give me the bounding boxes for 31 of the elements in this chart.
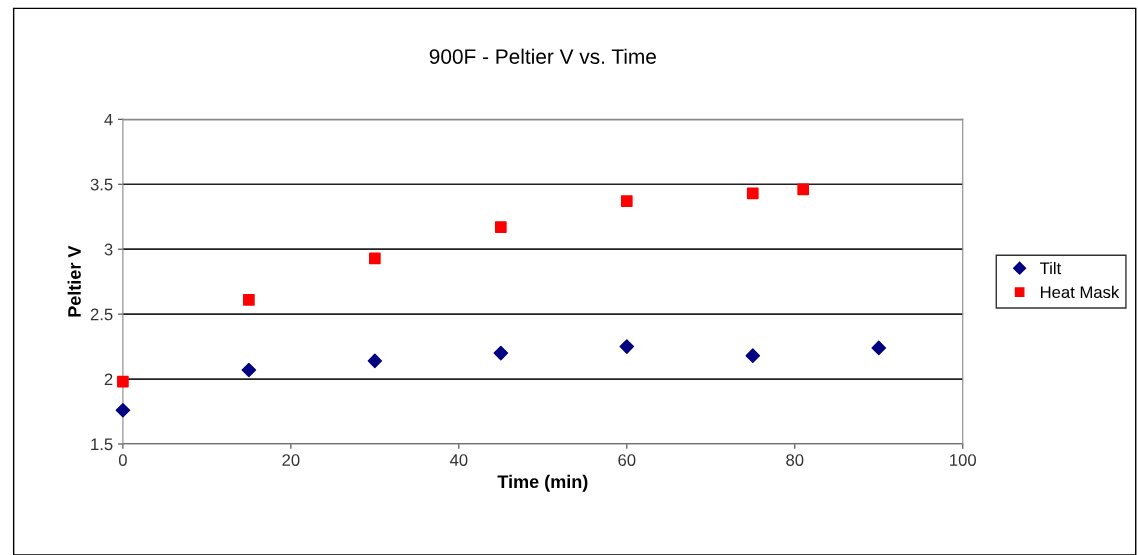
point [620, 195, 633, 207]
y-tick-label: 3 [104, 243, 113, 256]
legend-label: Tilt [1039, 261, 1062, 275]
y-tick-label: 2.5 [90, 308, 113, 321]
point [243, 293, 255, 306]
chart-title: 900F - Peltier V vs. Time [429, 48, 656, 64]
y-tick-label: 4 [104, 113, 113, 126]
point [369, 252, 381, 265]
x-tick-label: 80 [786, 454, 804, 466]
point [115, 402, 131, 418]
point [367, 353, 383, 369]
y-tick-label: 3.5 [90, 178, 113, 191]
x-tick-label: 0 [118, 454, 127, 466]
point [797, 183, 810, 196]
y-axis-title: Peltier V [67, 245, 81, 317]
y-tick-label: 2 [104, 373, 113, 386]
x-tick-label: 100 [950, 454, 976, 466]
point [241, 362, 257, 378]
point [871, 340, 887, 356]
point [494, 221, 507, 233]
x-tick-label: 40 [449, 454, 468, 466]
point [746, 187, 759, 200]
legend-label: Heat Mask [1040, 285, 1120, 299]
point [745, 348, 761, 363]
point [117, 375, 129, 388]
x-axis-title: Time (min) [497, 474, 588, 492]
point [493, 345, 509, 361]
y-tick-label: 1.5 [91, 438, 113, 451]
x-tick-label: 60 [618, 454, 636, 466]
x-tick-label: 20 [282, 454, 300, 466]
point [619, 339, 635, 354]
